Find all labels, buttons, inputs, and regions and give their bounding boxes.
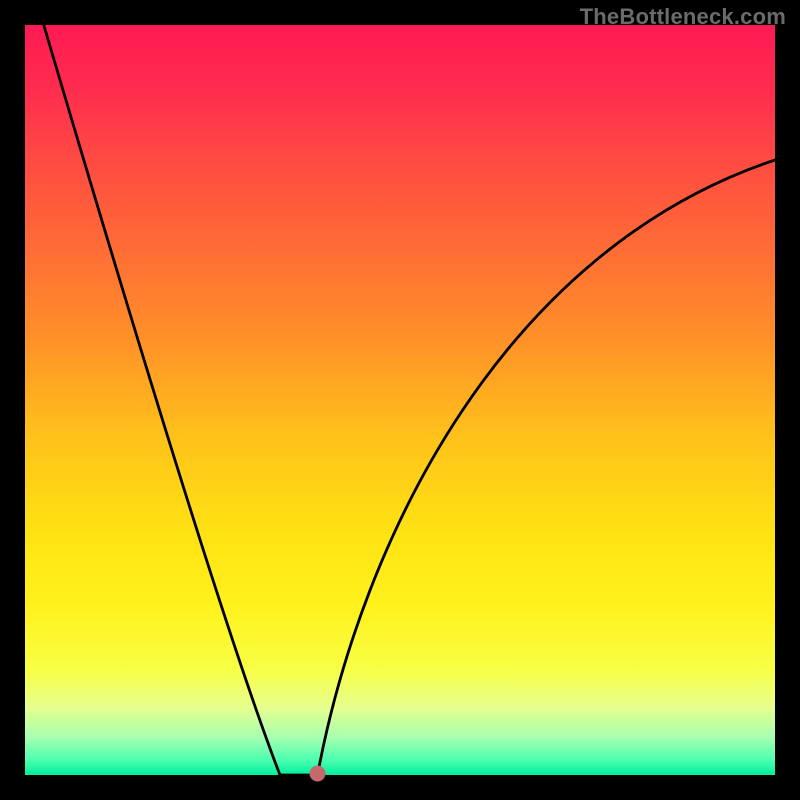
watermark-text: TheBottleneck.com <box>580 4 786 30</box>
plot-background <box>25 25 775 775</box>
plot-svg <box>0 0 800 800</box>
chart-canvas: TheBottleneck.com <box>0 0 800 800</box>
optimum-marker <box>310 766 326 782</box>
